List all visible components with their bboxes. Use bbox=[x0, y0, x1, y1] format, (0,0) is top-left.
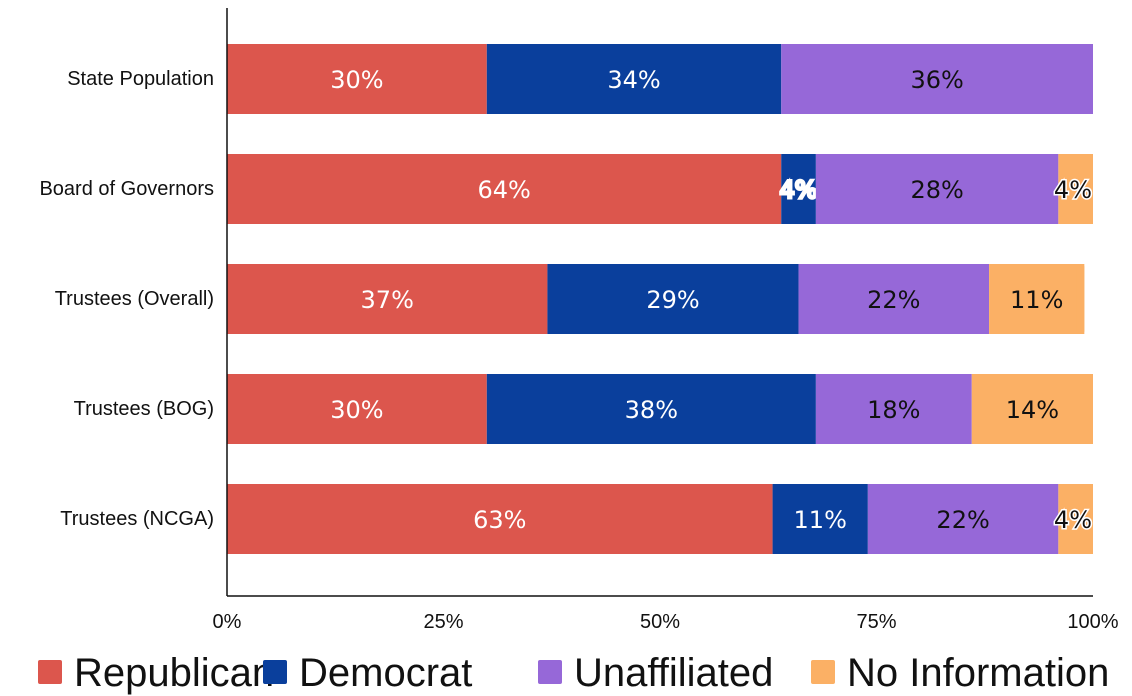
legend-label-republican: Republican bbox=[74, 651, 274, 695]
x-axis-ticks: 0% 25% 50% 75% 100% bbox=[213, 611, 1119, 633]
bar-republican-trustees-bog bbox=[227, 374, 487, 444]
bar-cap-state-population bbox=[1085, 44, 1093, 114]
legend-label-unaffiliated: Unaffiliated bbox=[574, 651, 773, 695]
bar-cap-trustees-ncga bbox=[1085, 484, 1093, 554]
legend-swatch-democrat bbox=[263, 660, 287, 684]
bar-unaffiliated-board-of-governors bbox=[815, 154, 1059, 224]
legend-swatch-unaffiliated bbox=[538, 660, 562, 684]
category-label-state-population: State Population bbox=[67, 68, 214, 90]
data-label-no-information-trustees-bog: 14% bbox=[1006, 396, 1059, 424]
data-label-unaffiliated-trustees-overall: 22% bbox=[867, 286, 920, 314]
x-tick-label: 50% bbox=[640, 611, 680, 633]
bar-republican-state-population bbox=[227, 44, 487, 114]
bar-democrat-state-population bbox=[486, 44, 782, 114]
bar-democrat-trustees-ncga bbox=[772, 484, 868, 554]
legend: Republican Democrat Unaffiliated No Informa… bbox=[38, 651, 1109, 695]
legend-label-no-information: No Information bbox=[847, 651, 1109, 695]
category-label-trustees-ncga: Trustees (NCGA) bbox=[60, 508, 214, 530]
x-tick-label: 75% bbox=[856, 611, 896, 633]
data-label-democrat-trustees-overall: 29% bbox=[646, 286, 699, 314]
bar-unaffiliated-trustees-bog bbox=[815, 374, 972, 444]
bar-republican-trustees-overall bbox=[227, 264, 548, 334]
legend-swatch-no-information bbox=[811, 660, 835, 684]
data-label-democrat-trustees-bog: 38% bbox=[625, 396, 678, 424]
bar-democrat-trustees-overall bbox=[547, 264, 799, 334]
bar-no-information-trustees-overall bbox=[989, 264, 1085, 334]
legend-label-democrat: Democrat bbox=[299, 651, 472, 695]
bar-republican-trustees-ncga bbox=[227, 484, 773, 554]
data-label-democrat-state-population: 34% bbox=[607, 66, 660, 94]
bar-democrat-trustees-bog bbox=[486, 374, 816, 444]
data-label-democrat-trustees-ncga: 11% bbox=[794, 506, 847, 534]
data-label-no-information-board-of-governors: 4% bbox=[1054, 176, 1092, 204]
x-tick-label: 0% bbox=[213, 611, 242, 633]
bar-unaffiliated-state-population bbox=[781, 44, 1093, 114]
bar-no-information-trustees-bog bbox=[971, 374, 1093, 444]
data-label-no-information-trustees-ncga: 4% bbox=[1054, 506, 1092, 534]
category-label-board-of-governors: Board of Governors bbox=[39, 178, 214, 200]
data-label-republican-board-of-governors: 64% bbox=[477, 176, 530, 204]
data-label-republican-trustees-overall: 37% bbox=[361, 286, 414, 314]
data-label-unaffiliated-state-population: 36% bbox=[910, 66, 963, 94]
bar-democrat-board-of-governors bbox=[781, 154, 816, 224]
bar-cap-trustees-bog bbox=[1085, 374, 1093, 444]
data-label-no-information-trustees-overall: 11% bbox=[1010, 286, 1063, 314]
bar-cap-board-of-governors bbox=[1085, 154, 1093, 224]
x-tick-label: 100% bbox=[1067, 611, 1118, 633]
bars: 30% 34% 36% 64% 4% 28% 4% 37% 29% 22% 11% 30% 38% 18%… bbox=[227, 44, 1094, 554]
data-label-unaffiliated-trustees-bog: 18% bbox=[867, 396, 920, 424]
category-label-trustees-bog: Trustees (BOG) bbox=[74, 398, 214, 420]
bar-unaffiliated-trustees-ncga bbox=[867, 484, 1059, 554]
data-label-unaffiliated-trustees-ncga: 22% bbox=[936, 506, 989, 534]
category-label-trustees-overall: Trustees (Overall) bbox=[55, 288, 214, 310]
legend-swatch-republican bbox=[38, 660, 62, 684]
category-labels: State Population Board of Governors Truste… bbox=[39, 68, 214, 530]
data-label-republican-state-population: 30% bbox=[330, 66, 383, 94]
bar-cap-trustees-overall bbox=[1076, 264, 1085, 334]
x-tick-label: 25% bbox=[423, 611, 463, 633]
data-label-unaffiliated-board-of-governors: 28% bbox=[910, 176, 963, 204]
data-label-democrat-board-of-governors: 4% bbox=[780, 176, 818, 204]
bar-republican-board-of-governors bbox=[227, 154, 782, 224]
data-label-republican-trustees-ncga: 63% bbox=[473, 506, 526, 534]
bar-unaffiliated-trustees-overall bbox=[798, 264, 990, 334]
data-label-republican-trustees-bog: 30% bbox=[330, 396, 383, 424]
